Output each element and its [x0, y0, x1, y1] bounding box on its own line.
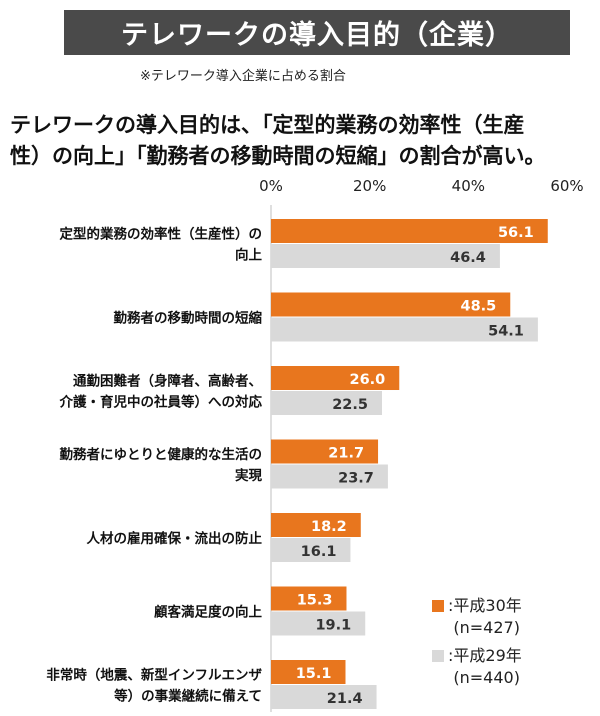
category-label: 実現 [235, 467, 262, 484]
legend-colon: : [448, 646, 454, 665]
category-label: 向上 [235, 247, 262, 264]
bar-series-1 [271, 439, 379, 464]
bar-series-1 [271, 660, 346, 684]
headline-line-2: 性）の向上」「勤務者の移動時間の短縮」の割合が高い。 [10, 144, 546, 168]
category-label: 顧客満足度の向上 [154, 604, 262, 621]
bar-series-2 [271, 244, 500, 268]
data-label-series-1: 48.5 [460, 299, 496, 315]
category-label: 介護・育児中の社員等）への対応 [59, 394, 263, 411]
bar-series-1 [271, 513, 361, 537]
data-label-series-2: 23.7 [338, 471, 374, 487]
bar-series-2 [271, 317, 538, 342]
category-label: 定型的業務の効率性（生産性）の [60, 226, 263, 243]
legend-swatch-series-1 [432, 600, 444, 612]
chart-note: ※テレワーク導入企業に占める割合 [140, 69, 346, 84]
headline-line-1: テレワークの導入目的は、「定型的業務の効率性（生産 [10, 113, 525, 137]
data-label-series-2: 22.5 [332, 397, 368, 413]
bar-series-1 [271, 366, 400, 390]
headline: テレワークの導入目的は、「定型的業務の効率性（生産 性）の向上」「勤務者の移動時… [10, 110, 595, 172]
legend-item-series-1: : 平成30年 (n=427) [432, 595, 522, 639]
bar-series-2 [271, 611, 366, 636]
data-label-series-1: 18.2 [311, 519, 347, 535]
data-label-series-2: 46.4 [450, 250, 486, 266]
legend-item-series-2: : 平成29年 (n=440) [432, 645, 522, 689]
data-label-series-2: 54.1 [488, 324, 524, 340]
data-label-series-2: 19.1 [315, 618, 351, 634]
bar-series-1 [271, 586, 347, 611]
bar-series-2 [271, 464, 388, 489]
chart-title: テレワークの導入目的（企業） [64, 10, 570, 55]
data-label-series-1: 26.0 [349, 372, 385, 388]
category-label: 勤務者にゆとりと健康的な生活の [60, 446, 263, 463]
legend-colon: : [448, 596, 454, 615]
data-label-series-1: 15.3 [297, 593, 333, 609]
category-label: 人材の雇用確保・流出の防止 [87, 530, 263, 547]
data-label-series-2: 16.1 [301, 544, 337, 560]
legend-swatch-series-2 [432, 650, 444, 662]
data-label-series-2: 21.4 [327, 691, 363, 707]
x-tick-label: 0% [259, 177, 283, 195]
data-label-series-1: 15.1 [296, 666, 332, 682]
x-tick-label: 40% [452, 177, 485, 195]
x-tick-label: 20% [353, 177, 386, 195]
category-label: 通勤困難者（身障者、高齢者、 [73, 373, 262, 390]
bar-series-2 [271, 391, 382, 415]
bar-series-1 [271, 292, 511, 317]
bar-series-2 [271, 685, 377, 709]
legend-label-series-1: 平成30年 (n=427) [453, 596, 522, 637]
category-label: 等）の事業継続に備えて [114, 688, 262, 705]
category-label: 勤務者の移動時間の短縮 [114, 310, 263, 327]
data-label-series-1: 21.7 [328, 446, 364, 462]
data-label-series-1: 56.1 [498, 225, 534, 241]
category-label: 非常時（地震、新型インフルエンザ [46, 667, 262, 684]
legend: : 平成30年 (n=427) : 平成29年 (n=440) [432, 595, 522, 689]
x-tick-label: 60% [550, 177, 583, 195]
bar-series-2 [271, 538, 351, 562]
bar-series-1 [271, 219, 548, 243]
legend-label-series-2: 平成29年 (n=440) [453, 646, 522, 687]
